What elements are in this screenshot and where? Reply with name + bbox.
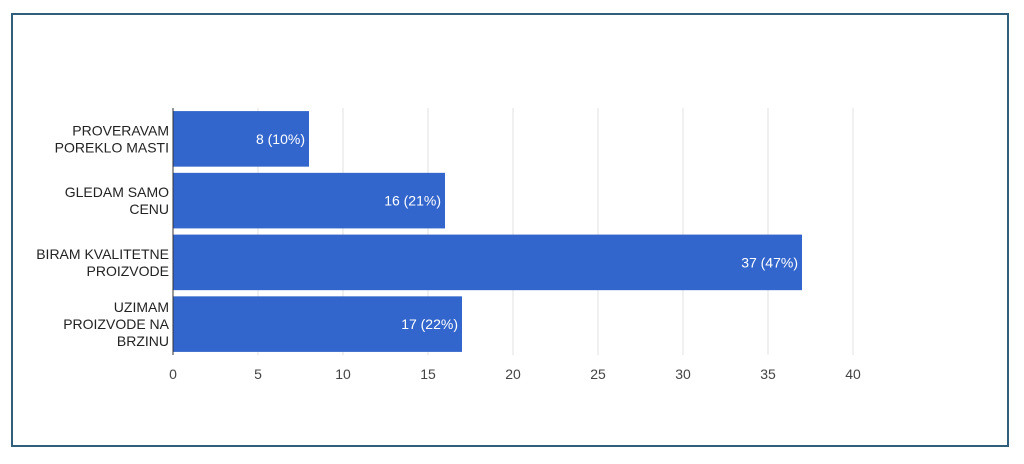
x-tick-labels: 0 5 10 15 20 25 30 35 40 <box>169 366 861 382</box>
category-label-line: GLEDAM SAMO <box>65 184 169 200</box>
category-label-line: CENU <box>129 201 169 217</box>
bar <box>173 172 445 229</box>
category-label: UZIMAM PROIZVODE NA BRZINU <box>63 299 169 349</box>
bar-data-label: 37 (47%) <box>741 254 798 270</box>
gridlines <box>257 108 854 355</box>
x-tick-label: 0 <box>169 366 177 382</box>
category-label-line: PROIZVODE NA <box>63 316 169 332</box>
chart-frame: PROVERAVAM POREKLO MASTI GLEDAM SAMO CENU BI… <box>11 13 1009 447</box>
category-label-line: POREKLO MASTI <box>55 139 169 155</box>
x-tick-label: 5 <box>254 366 262 382</box>
category-label-line: PROVERAVAM <box>72 122 169 138</box>
x-tick-label: 40 <box>845 366 861 382</box>
x-tick-label: 25 <box>590 366 606 382</box>
x-tick-label: 20 <box>505 366 521 382</box>
category-label-line: BRZINU <box>117 333 169 349</box>
category-label: GLEDAM SAMO CENU <box>65 184 169 217</box>
x-tick-label: 35 <box>760 366 776 382</box>
category-label-line: PROIZVODE <box>87 263 169 279</box>
horizontal-bar-chart: PROVERAVAM POREKLO MASTI GLEDAM SAMO CENU BI… <box>36 108 861 382</box>
category-labels: PROVERAVAM POREKLO MASTI GLEDAM SAMO CENU BI… <box>36 122 169 349</box>
bar <box>173 296 462 352</box>
category-label: PROVERAVAM POREKLO MASTI <box>55 122 169 155</box>
x-tick-label: 15 <box>420 366 436 382</box>
category-label-line: BIRAM KVALITETNE <box>36 246 169 262</box>
bar-data-label: 16 (21%) <box>384 193 441 209</box>
x-tick-label: 30 <box>675 366 691 382</box>
category-label: BIRAM KVALITETNE PROIZVODE <box>36 246 169 279</box>
bar-data-label: 8 (10%) <box>256 131 305 147</box>
bars <box>173 111 802 352</box>
category-label-line: UZIMAM <box>114 299 169 315</box>
bar <box>173 234 802 291</box>
x-tick-label: 10 <box>335 366 351 382</box>
bar <box>173 111 309 167</box>
bar-data-label: 17 (22%) <box>401 316 458 332</box>
data-labels: 8 (10%) 16 (21%) 37 (47%) 17 (22%) <box>256 131 798 332</box>
